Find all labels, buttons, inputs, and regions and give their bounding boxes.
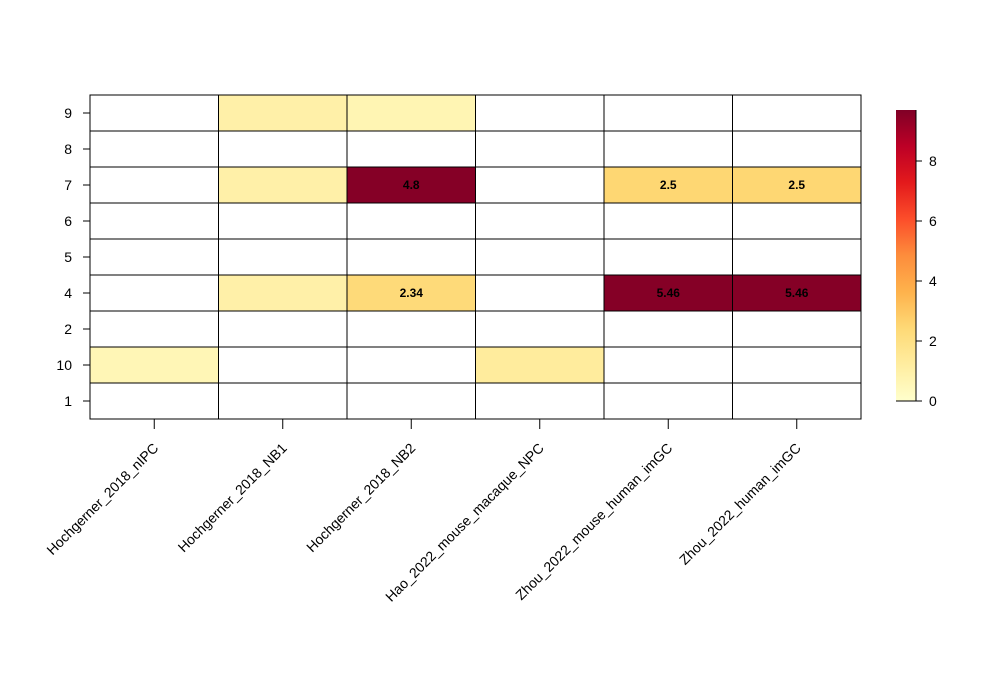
x-tick-label: Zhou_2022_human_imGC	[676, 440, 804, 568]
heatmap-cell	[89, 382, 219, 420]
cell-value-label: 4.8	[403, 178, 420, 192]
heatmap-cell	[603, 166, 733, 204]
cell-value-label: 5.46	[657, 286, 681, 300]
heatmap-cell	[475, 310, 605, 348]
heatmap-cell	[218, 310, 348, 348]
colorbar-tick-label: 2	[929, 333, 937, 349]
heatmap-cell	[475, 382, 605, 420]
colorbar-tick-label: 8	[929, 153, 937, 169]
colorbar-tick-label: 4	[929, 273, 937, 289]
heatmap-cell	[475, 346, 605, 384]
y-tick-label: 5	[64, 249, 72, 265]
colorbar-tick-label: 0	[929, 393, 937, 409]
x-axis: Hochgerner_2018_nIPC Hochgerner_2018_NB1 H…	[43, 419, 804, 605]
heatmap-cell	[732, 346, 862, 384]
y-tick-label: 9	[64, 105, 72, 121]
heatmap-cell	[732, 382, 862, 420]
y-tick-label: 4	[64, 285, 72, 301]
x-tick-label: Hao_2022_mouse_macaque_NPC	[382, 440, 547, 605]
heatmap-cells	[89, 94, 862, 420]
heatmap-cell	[603, 238, 733, 276]
y-tick-label: 7	[64, 177, 72, 193]
heatmap-cell	[218, 130, 348, 168]
heatmap-cell	[475, 238, 605, 276]
heatmap-cell	[732, 94, 862, 132]
heatmap-cell	[732, 202, 862, 240]
cell-value-label: 2.34	[400, 286, 424, 300]
heatmap-cell	[603, 310, 733, 348]
heatmap-cell	[89, 166, 219, 204]
heatmap-cell	[218, 346, 348, 384]
heatmap-cell	[732, 274, 862, 312]
y-axis: 9 8 7 6 5 4 2 10 1	[56, 105, 90, 409]
heatmap-cell	[218, 202, 348, 240]
heatmap-cell	[89, 346, 219, 384]
heatmap-cell	[346, 94, 476, 132]
heatmap-cell	[89, 238, 219, 276]
heatmap-cell	[732, 238, 862, 276]
heatmap-cell	[603, 202, 733, 240]
heatmap-cell	[603, 94, 733, 132]
y-tick-label: 10	[56, 357, 72, 373]
heatmap-cell	[89, 274, 219, 312]
heatmap-cell	[603, 130, 733, 168]
heatmap-cell	[475, 166, 605, 204]
heatmap-cell	[732, 130, 862, 168]
heatmap-cell	[346, 346, 476, 384]
heatmap-cell	[89, 94, 219, 132]
colorbar: 0 2 4 6 8	[896, 110, 937, 409]
heatmap-cell	[475, 94, 605, 132]
heatmap-cell	[89, 310, 219, 348]
cell-value-label: 5.46	[785, 286, 809, 300]
heatmap-cell	[89, 202, 219, 240]
heatmap-cell	[218, 238, 348, 276]
heatmap-cell	[218, 166, 348, 204]
heatmap-cell	[475, 202, 605, 240]
cell-value-label: 2.5	[788, 178, 805, 192]
x-tick-label: Hochgerner_2018_NB1	[175, 440, 290, 555]
heatmap-cell	[346, 202, 476, 240]
heatmap-cell	[603, 382, 733, 420]
colorbar-gradient	[896, 110, 916, 401]
heatmap-cell	[89, 130, 219, 168]
x-tick-label: Zhou_2022_mouse_human_imGC	[512, 440, 675, 603]
heatmap-cell	[346, 130, 476, 168]
y-tick-label: 2	[64, 321, 72, 337]
heatmap-cell	[732, 166, 862, 204]
heatmap-cell	[475, 130, 605, 168]
cell-value-label: 2.5	[660, 178, 677, 192]
heatmap-cell	[346, 166, 476, 204]
heatmap-cell	[346, 382, 476, 420]
heatmap-cell-labels: 4.8 2.5 2.5 2.34 5.46 5.46	[400, 178, 809, 300]
heatmap-cell	[732, 310, 862, 348]
heatmap-cell	[218, 94, 348, 132]
heatmap-cell	[346, 310, 476, 348]
colorbar-tick-label: 6	[929, 213, 937, 229]
x-tick-label: Hochgerner_2018_nIPC	[43, 440, 161, 558]
x-tick-label: Hochgerner_2018_NB2	[303, 440, 418, 555]
heatmap-cell	[346, 238, 476, 276]
heatmap-cell	[218, 382, 348, 420]
heatmap-cell	[603, 346, 733, 384]
heatmap-cell	[475, 274, 605, 312]
heatmap-cell	[218, 274, 348, 312]
y-tick-label: 1	[64, 393, 72, 409]
y-tick-label: 8	[64, 141, 72, 157]
y-tick-label: 6	[64, 213, 72, 229]
